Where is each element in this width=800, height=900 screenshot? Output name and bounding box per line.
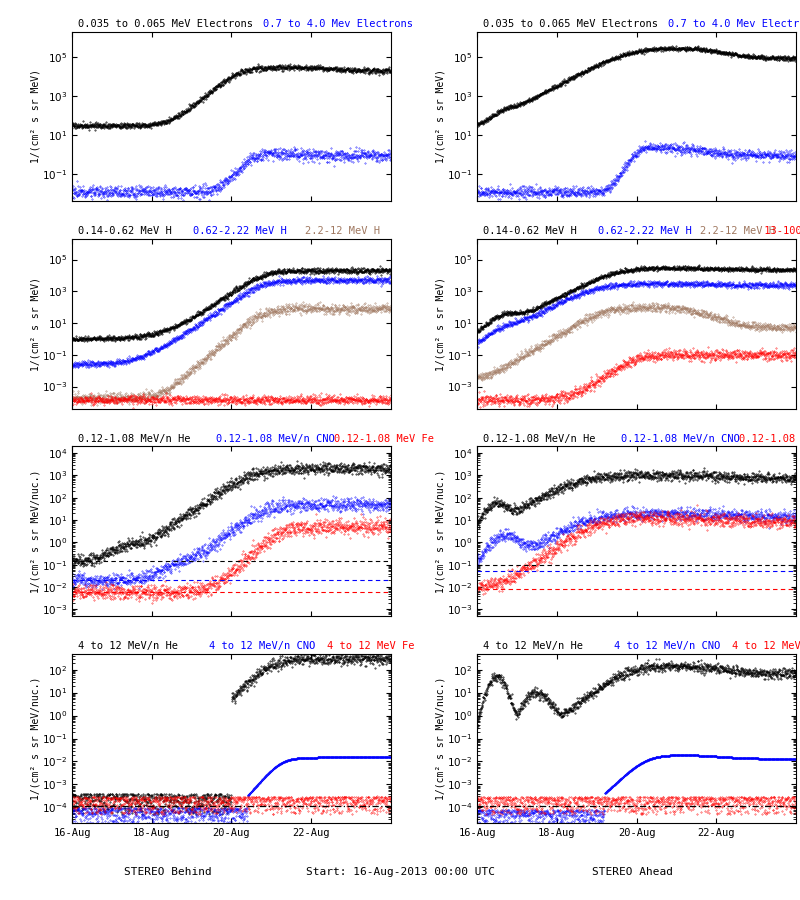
Text: Start: 16-Aug-2013 00:00 UTC: Start: 16-Aug-2013 00:00 UTC [306, 867, 494, 877]
Text: 0.7 to 4.0 Mev Electrons: 0.7 to 4.0 Mev Electrons [669, 19, 800, 29]
Text: 4 to 12 MeV Fe: 4 to 12 MeV Fe [732, 641, 800, 651]
Text: 0.14-0.62 MeV H: 0.14-0.62 MeV H [78, 226, 172, 237]
Text: 0.035 to 0.065 MeV Electrons: 0.035 to 0.065 MeV Electrons [483, 19, 658, 29]
Text: 4 to 12 MeV/n CNO: 4 to 12 MeV/n CNO [614, 641, 721, 651]
Y-axis label: 1/(cm² s sr MeV): 1/(cm² s sr MeV) [435, 69, 446, 164]
Y-axis label: 1/(cm² s sr MeV/nuc.): 1/(cm² s sr MeV/nuc.) [30, 677, 40, 800]
Text: 0.12-1.08 MeV/n CNO: 0.12-1.08 MeV/n CNO [215, 434, 334, 444]
Text: 2.2-12 MeV H: 2.2-12 MeV H [700, 226, 775, 237]
Text: 0.12-1.08 MeV Fe: 0.12-1.08 MeV Fe [334, 434, 434, 444]
Y-axis label: 1/(cm² s sr MeV/nuc.): 1/(cm² s sr MeV/nuc.) [30, 470, 40, 593]
Text: 4 to 12 MeV Fe: 4 to 12 MeV Fe [327, 641, 414, 651]
Text: 0.12-1.08 MeV Fe: 0.12-1.08 MeV Fe [738, 434, 800, 444]
Text: 0.7 to 4.0 Mev Electrons: 0.7 to 4.0 Mev Electrons [263, 19, 414, 29]
Text: STEREO Behind: STEREO Behind [124, 867, 212, 877]
Text: 0.035 to 0.065 MeV Electrons: 0.035 to 0.065 MeV Electrons [78, 19, 254, 29]
Text: 13-100 MeV H: 13-100 MeV H [758, 226, 800, 237]
Y-axis label: 1/(cm² s sr MeV/nuc.): 1/(cm² s sr MeV/nuc.) [435, 677, 446, 800]
Y-axis label: 1/(cm² s sr MeV): 1/(cm² s sr MeV) [30, 69, 40, 164]
Text: 4 to 12 MeV/n He: 4 to 12 MeV/n He [483, 641, 583, 651]
Text: 4 to 12 MeV/n CNO: 4 to 12 MeV/n CNO [209, 641, 315, 651]
Y-axis label: 1/(cm² s sr MeV/nuc.): 1/(cm² s sr MeV/nuc.) [435, 470, 446, 593]
Text: 0.14-0.62 MeV H: 0.14-0.62 MeV H [483, 226, 577, 237]
Y-axis label: 1/(cm² s sr MeV): 1/(cm² s sr MeV) [435, 277, 446, 371]
Text: 0.62-2.22 MeV H: 0.62-2.22 MeV H [598, 226, 692, 237]
Y-axis label: 1/(cm² s sr MeV): 1/(cm² s sr MeV) [30, 277, 40, 371]
Text: STEREO Ahead: STEREO Ahead [591, 867, 673, 877]
Text: 0.12-1.08 MeV/n He: 0.12-1.08 MeV/n He [483, 434, 596, 444]
Text: 0.62-2.22 MeV H: 0.62-2.22 MeV H [193, 226, 287, 237]
Text: 0.12-1.08 MeV/n He: 0.12-1.08 MeV/n He [78, 434, 191, 444]
Text: 4 to 12 MeV/n He: 4 to 12 MeV/n He [78, 641, 178, 651]
Text: 2.2-12 MeV H: 2.2-12 MeV H [305, 226, 380, 237]
Text: 0.12-1.08 MeV/n CNO: 0.12-1.08 MeV/n CNO [621, 434, 739, 444]
